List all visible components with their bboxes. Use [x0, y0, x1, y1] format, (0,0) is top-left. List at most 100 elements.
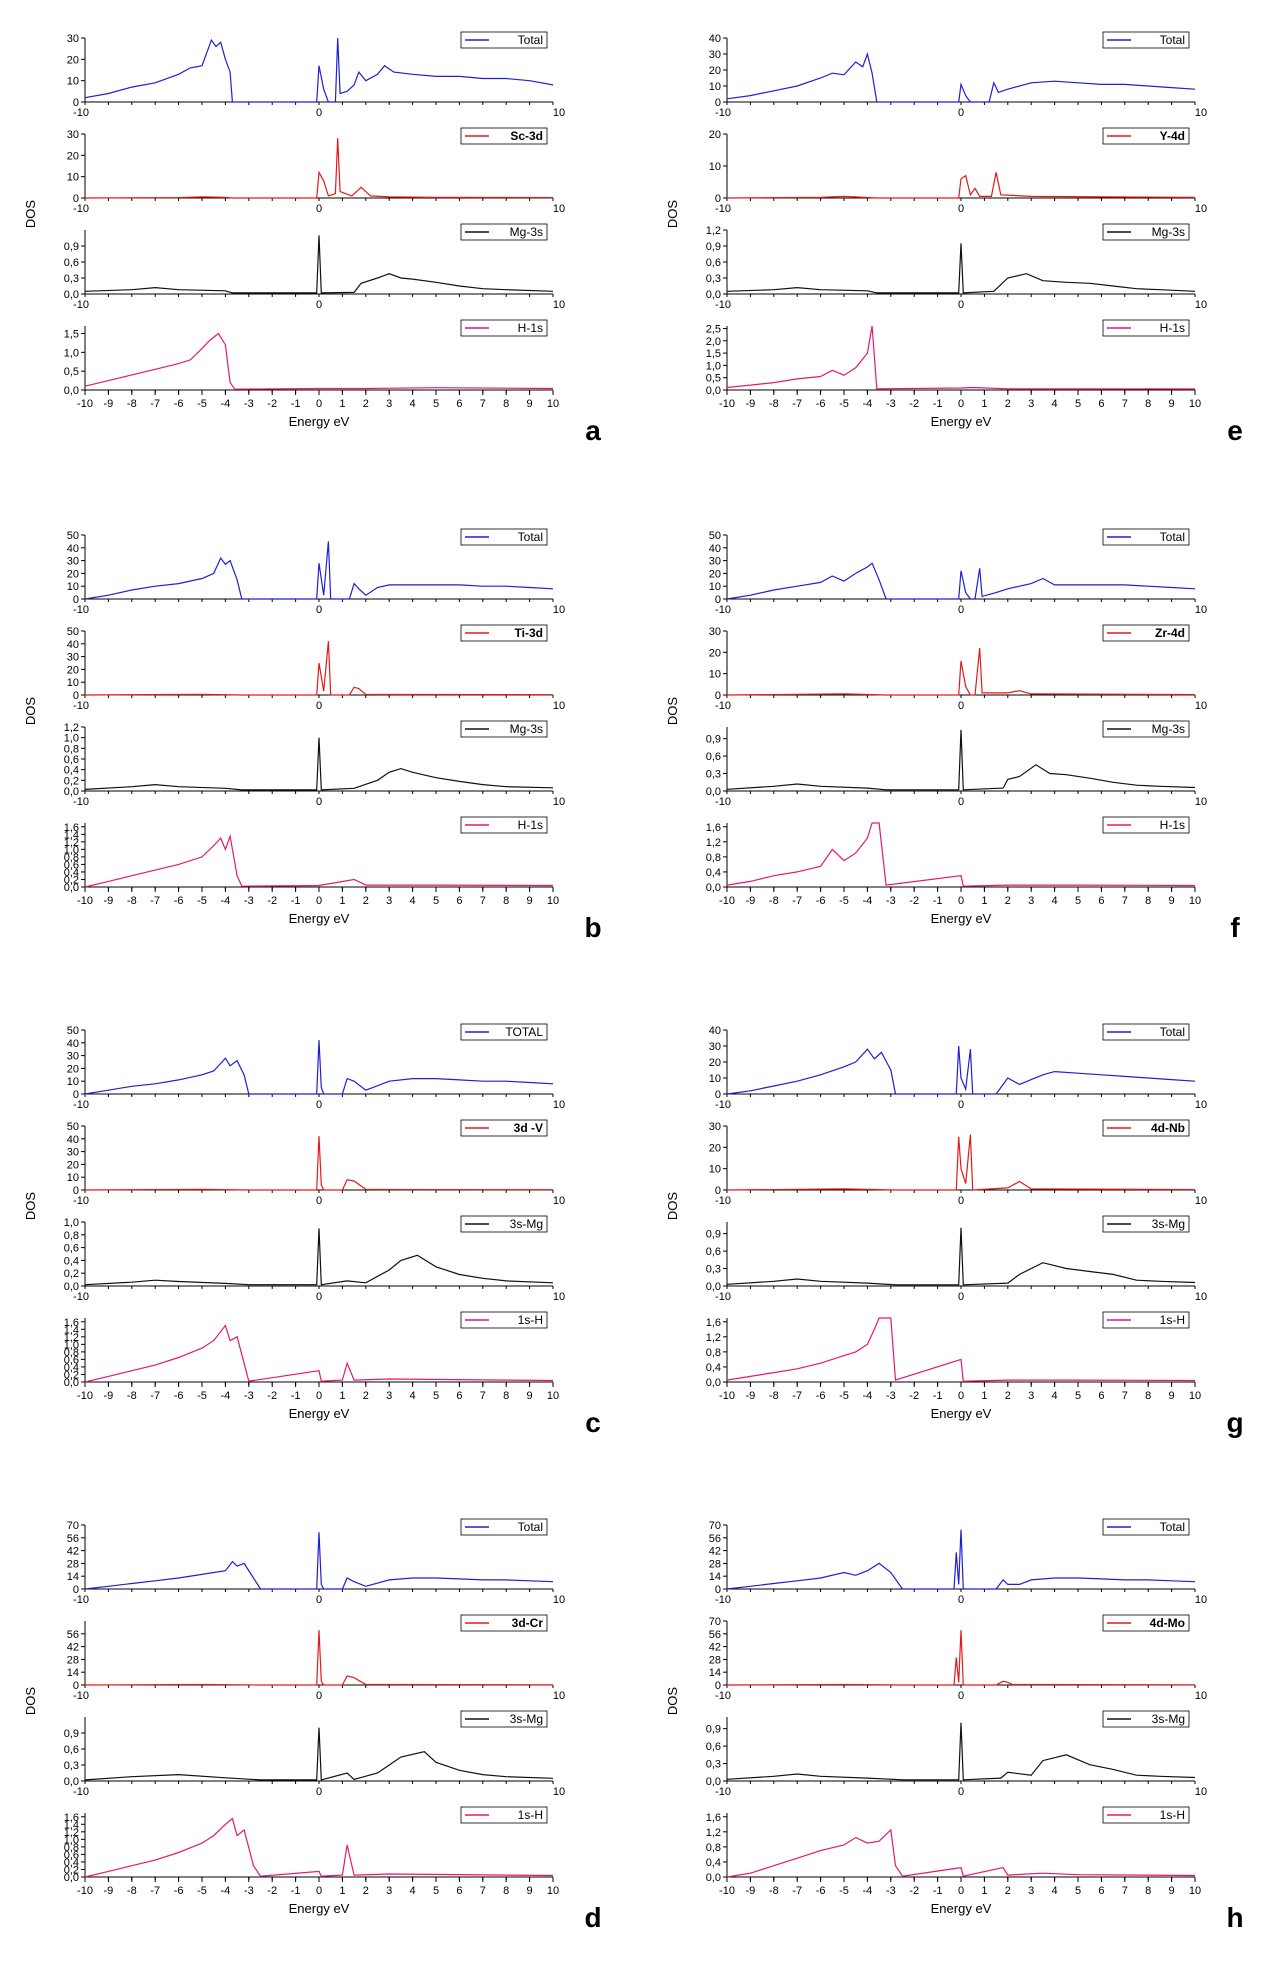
y-tick-label: 1,0 — [64, 347, 79, 359]
x-tick-label: 2 — [1005, 1390, 1011, 1402]
x-tick-label: 1 — [339, 1885, 345, 1897]
x-tick-label: -7 — [150, 1885, 160, 1897]
x-tick-label: 6 — [456, 895, 462, 907]
x-tick-label: 2 — [363, 398, 369, 410]
legend-label: 1s-H — [518, 1313, 543, 1327]
x-tick-label: -2 — [267, 895, 277, 907]
y-tick-label: 0,6 — [64, 1849, 79, 1861]
y-tick-label: 20 — [67, 664, 79, 676]
y-tick-label: 10 — [709, 161, 721, 173]
subplot-f-3: 0,0 0,4 0,8 1,2 1,6 H-1s — [706, 816, 1196, 894]
y-tick-label: 1,4 — [64, 829, 79, 841]
x-tick-label: -8 — [769, 895, 779, 907]
y-tick-label: 0,0 — [64, 289, 79, 301]
y-tick-label: 1,2 — [706, 225, 721, 237]
x-tick-label: 7 — [1122, 1390, 1128, 1402]
x-tick-label: 1 — [339, 398, 345, 410]
x-tick-label: 6 — [1098, 1390, 1104, 1402]
panel-letter: f — [1230, 912, 1240, 943]
y-tick-label: 30 — [67, 1147, 79, 1159]
y-tick-label: 1,6 — [706, 1317, 721, 1329]
y-tick-label: 40 — [67, 639, 79, 651]
x-tick-label: 3 — [386, 895, 392, 907]
y-tick-label: 30 — [67, 652, 79, 664]
y-tick-label: 0,2 — [64, 1369, 79, 1381]
y-tick-label: 1,0 — [706, 360, 721, 372]
y-tick-label: 0,4 — [706, 867, 721, 879]
mid-axis-label: 0 — [316, 1291, 322, 1303]
subplot-c-3: 0,00,20,40,60,81,01,21,41,6 1s-H — [64, 1311, 554, 1389]
x-tick-label: 2 — [1005, 398, 1011, 410]
dos-series-line — [726, 1828, 1196, 1878]
legend-box — [460, 1518, 548, 1536]
legend-label: Total — [1160, 1025, 1185, 1039]
y-tick-label: 42 — [709, 1642, 721, 1654]
y-tick-label: 0,9 — [64, 1728, 79, 1740]
y-tick-label: 1,2 — [64, 1332, 79, 1344]
dos-series-line — [726, 562, 1196, 600]
mid-axis-label: 0 — [316, 796, 322, 808]
legend-label: Total — [518, 1520, 543, 1534]
y-tick-label: 0,6 — [706, 1246, 721, 1258]
y-tick-label: 0 — [715, 594, 721, 606]
x-tick-label: -1 — [291, 1390, 301, 1402]
x-tick-label: -2 — [267, 1885, 277, 1897]
x-tick-label: -4 — [221, 1885, 231, 1897]
legend-label: 4d-Nb — [1151, 1121, 1185, 1135]
mid-axis-label: 10 — [1195, 1690, 1207, 1702]
y-tick-label: 0,8 — [706, 1842, 721, 1854]
y-tick-label: 1,2 — [706, 837, 721, 849]
x-tick-label: 5 — [1075, 895, 1081, 907]
mid-axis-label: 0 — [958, 1594, 964, 1606]
legend-box — [460, 1311, 548, 1329]
mid-axis-label: 10 — [1195, 796, 1207, 808]
y-tick-label: 0,8 — [64, 743, 79, 755]
y-tick-label: 40 — [709, 543, 721, 555]
legend-label: 1s-H — [1160, 1313, 1185, 1327]
y-tick-label: 50 — [67, 530, 79, 542]
x-tick-label: 5 — [1075, 1390, 1081, 1402]
dos-series-line — [726, 822, 1196, 887]
x-tick-label: -2 — [267, 1390, 277, 1402]
y-tick-label: 30 — [67, 556, 79, 568]
y-tick-label: 0,6 — [706, 1741, 721, 1753]
dos-series-line — [726, 1722, 1196, 1781]
y-tick-label: 10 — [67, 581, 79, 593]
y-tick-label: 42 — [67, 1546, 79, 1558]
legend-box — [460, 319, 548, 337]
subplot-d-2: 0,0 0,3 0,6 0,9 3s-Mg -10 0 10 — [64, 1710, 565, 1798]
mid-axis-label: 0 — [958, 1195, 964, 1207]
x-tick-label: 0 — [316, 398, 322, 410]
mid-axis-label: 10 — [553, 299, 565, 311]
dos-series-line — [84, 1040, 554, 1095]
x-tick-label: 8 — [503, 1390, 509, 1402]
x-tick-label: 6 — [456, 1390, 462, 1402]
x-tick-label: 3 — [386, 1885, 392, 1897]
x-tick-label: -6 — [816, 1885, 826, 1897]
mid-axis-label: -10 — [715, 796, 731, 808]
y-tick-label: 0,0 — [64, 1281, 79, 1293]
dos-series-line — [84, 833, 554, 888]
y-tick-label: 10 — [67, 677, 79, 689]
legend-label: Zr-4d — [1155, 626, 1185, 640]
mid-axis-label: -10 — [73, 700, 89, 712]
legend-box — [460, 528, 548, 546]
dos-series-line — [726, 648, 1196, 696]
y-tick-label: 0,0 — [64, 385, 79, 397]
y-tick-label: 0,8 — [64, 1842, 79, 1854]
x-tick-label: -5 — [839, 1885, 849, 1897]
x-tick-label: 4 — [410, 1885, 416, 1897]
mid-axis-label: 0 — [958, 203, 964, 215]
y-tick-label: 1,2 — [706, 1827, 721, 1839]
x-tick-label: -3 — [886, 398, 896, 410]
